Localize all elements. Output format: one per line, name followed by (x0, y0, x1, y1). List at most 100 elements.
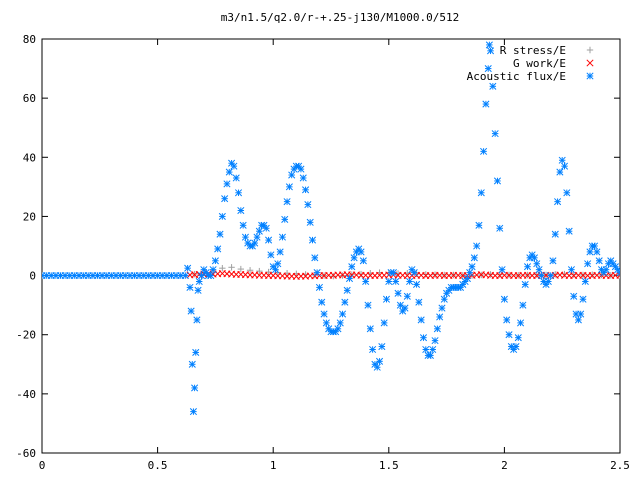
data-point (181, 272, 189, 280)
data-point (341, 298, 349, 306)
data-point (482, 100, 490, 108)
data-point (431, 337, 439, 345)
data-point (373, 363, 381, 371)
data-point (477, 189, 485, 197)
data-point (230, 162, 238, 170)
data-point (523, 263, 532, 271)
data-point (330, 272, 337, 280)
data-point (486, 47, 495, 55)
data-point (489, 82, 497, 90)
data-point (517, 319, 525, 327)
data-point (357, 270, 365, 278)
data-point (415, 298, 423, 306)
data-point (549, 257, 557, 265)
data-point (357, 248, 365, 256)
data-point (191, 384, 199, 392)
data-point (221, 195, 229, 203)
legend-marker (586, 72, 594, 80)
data-point (558, 156, 566, 164)
data-point (426, 351, 434, 359)
data-point (237, 206, 245, 215)
data-point (593, 248, 601, 256)
data-point (306, 218, 314, 226)
data-point (311, 254, 319, 262)
data-point (218, 212, 226, 220)
data-point (187, 307, 195, 315)
data-point (237, 265, 245, 273)
data-point (567, 266, 576, 274)
x-tick-label: 1 (270, 459, 277, 472)
y-tick-label: 60 (23, 92, 36, 105)
data-point (544, 277, 552, 286)
data-point (422, 271, 429, 278)
data-point (315, 283, 323, 291)
data-point (223, 180, 231, 188)
data-point (232, 174, 240, 182)
data-point (271, 266, 280, 274)
y-tick-label: 40 (23, 151, 36, 164)
data-point (496, 224, 504, 232)
data-point (253, 233, 261, 241)
data-point (241, 233, 250, 241)
data-point (521, 280, 529, 288)
data-point (616, 269, 620, 277)
data-point (551, 230, 559, 238)
y-tick-label: -20 (16, 329, 36, 342)
data-point (473, 242, 481, 250)
data-point (537, 272, 545, 280)
legend-label: R stress/E (500, 44, 566, 57)
data-point (219, 264, 226, 272)
data-point (530, 254, 539, 262)
data-point (470, 254, 478, 262)
data-point (616, 271, 620, 279)
data-point (274, 260, 282, 268)
data-point (313, 269, 321, 277)
data-point (422, 345, 430, 354)
legend-marker (586, 59, 594, 67)
data-point (574, 316, 582, 324)
data-point (192, 348, 200, 357)
y-tick-label: -40 (16, 388, 36, 401)
data-point (533, 260, 541, 268)
data-point (281, 215, 289, 223)
data-point (595, 257, 603, 265)
data-point (466, 269, 474, 277)
data-point (498, 266, 506, 274)
data-point (308, 236, 317, 244)
x-tick-label: 2.5 (610, 459, 630, 472)
data-point (560, 162, 569, 170)
data-point (359, 257, 367, 265)
data-point (419, 334, 428, 342)
data-point (375, 357, 384, 365)
data-point (480, 147, 488, 155)
data-point (505, 331, 513, 339)
y-tick-label: 20 (23, 210, 36, 223)
plot-frame (41, 38, 621, 454)
data-point (214, 245, 222, 253)
data-marks (42, 41, 620, 416)
data-point (265, 236, 273, 244)
x-tick-label: 1.5 (379, 459, 399, 472)
data-point (336, 319, 344, 327)
axis-ticks: 0 0.5 1 1.5 2 2.5 -60 -40 -20 0 20 40 60 80 (16, 33, 630, 472)
data-point (563, 189, 571, 197)
data-point (412, 280, 421, 288)
data-point (547, 272, 555, 280)
data-point (493, 177, 502, 185)
data-point (556, 168, 564, 176)
data-point (500, 295, 508, 303)
data-point (364, 301, 372, 309)
data-point (299, 174, 307, 182)
data-point (267, 251, 275, 259)
data-point (429, 345, 437, 354)
data-point (276, 248, 284, 256)
data-point (194, 286, 202, 294)
data-point (484, 65, 492, 73)
data-point (385, 277, 393, 286)
plot-border (41, 38, 621, 454)
data-point (570, 292, 578, 300)
data-point (438, 304, 446, 312)
data-point (366, 325, 374, 333)
